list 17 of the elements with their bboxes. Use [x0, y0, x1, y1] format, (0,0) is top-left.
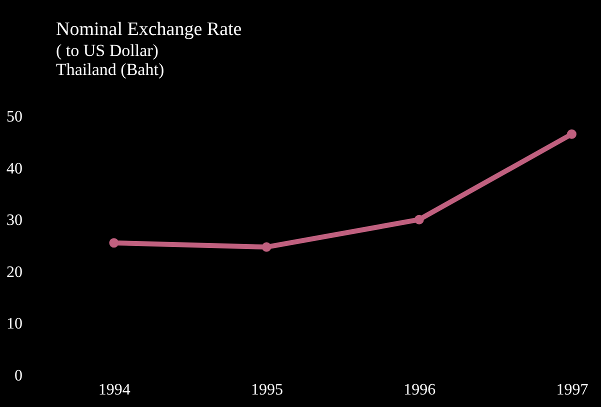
x-tick-label: 1995 — [251, 382, 284, 398]
y-tick-label: 20 — [6, 264, 22, 281]
y-tick-label: 10 — [6, 316, 22, 333]
point — [109, 238, 119, 248]
y-tick-label: 50 — [6, 108, 22, 126]
point — [262, 242, 272, 252]
y-tick-label: 0 — [14, 368, 22, 384]
y-tick-label: 30 — [6, 212, 22, 230]
point — [566, 129, 576, 139]
chart-subtitle: ( to US Dollar) — [56, 41, 158, 60]
x-tick-label: 1996 — [404, 382, 436, 398]
chart-title: Nominal Exchange Rate — [56, 19, 242, 40]
text: Thailand (Baht) — [56, 60, 164, 79]
point — [414, 214, 424, 224]
y-tick-label: 40 — [6, 160, 22, 178]
x-tick-label: 1994 — [98, 382, 130, 398]
x-tick-label: 1997 — [556, 382, 588, 398]
